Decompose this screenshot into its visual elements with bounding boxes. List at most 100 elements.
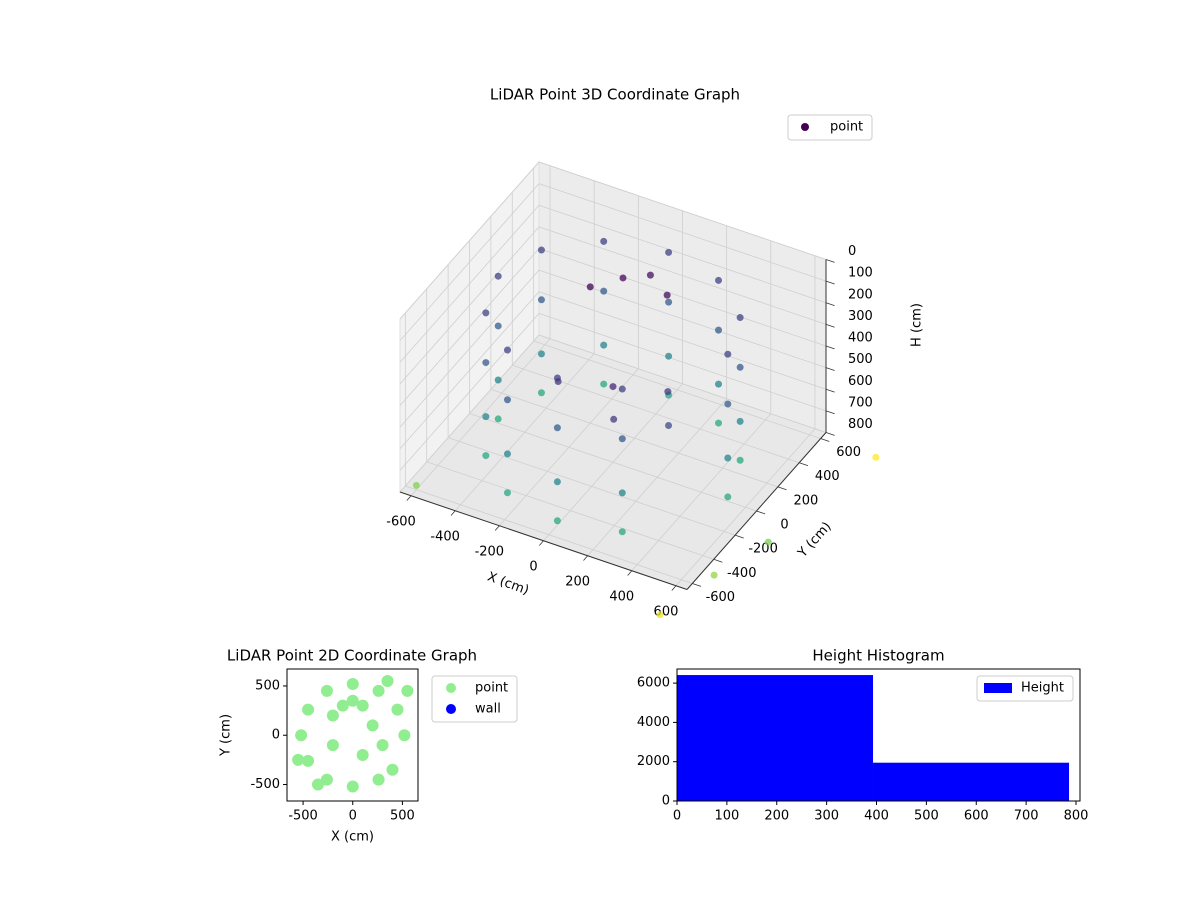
tick-mark — [756, 510, 766, 515]
legend-marker — [446, 704, 456, 714]
legend-label: wall — [475, 702, 501, 717]
point — [715, 380, 723, 388]
point — [302, 703, 315, 716]
chart-title: LiDAR Point 3D Coordinate Graph — [490, 86, 740, 104]
point — [412, 481, 420, 489]
tick-mark — [450, 510, 456, 516]
x-axis-label: X (cm) — [485, 570, 531, 599]
x-tick-label: -500 — [288, 809, 318, 824]
tick-mark — [671, 585, 677, 591]
tick-mark — [825, 259, 835, 263]
tick-mark — [713, 558, 723, 563]
y-axis-label: Y (cm) — [795, 519, 835, 561]
y-tick-label: 500 — [255, 678, 280, 693]
chart-title: Height Histogram — [812, 647, 944, 665]
point — [724, 400, 732, 408]
point — [336, 699, 349, 712]
point — [494, 272, 502, 280]
point — [736, 417, 744, 425]
point — [736, 314, 744, 322]
y-tick-label: 0 — [662, 794, 670, 809]
point — [346, 677, 359, 690]
grid-line — [399, 313, 540, 471]
legend-marker — [446, 683, 456, 693]
tick-mark — [825, 280, 835, 285]
point — [295, 729, 308, 742]
point — [376, 739, 389, 752]
point — [401, 684, 414, 697]
tick-mark — [692, 583, 702, 587]
z-axis-label: H (cm) — [910, 303, 925, 347]
point — [656, 611, 664, 619]
point — [665, 352, 673, 360]
x-tick-label: 0 — [529, 559, 537, 574]
y-tick-label: -500 — [250, 777, 280, 792]
point — [494, 322, 502, 330]
point — [503, 450, 511, 458]
point — [346, 694, 359, 707]
grid-line — [426, 461, 714, 560]
tick-mark — [494, 525, 500, 531]
point — [386, 763, 399, 776]
point — [372, 773, 385, 786]
y-tick-label: 0 — [272, 728, 280, 743]
point — [537, 296, 545, 304]
legend-label: point — [475, 681, 508, 696]
point — [356, 699, 369, 712]
point — [391, 703, 404, 716]
point — [537, 246, 545, 254]
chart-title: LiDAR Point 2D Coordinate Graph — [227, 647, 477, 665]
tick-mark — [627, 570, 633, 576]
grid-line — [399, 204, 540, 363]
y-tick-label: -200 — [748, 542, 778, 557]
point — [346, 780, 359, 793]
y-tick-label: -400 — [727, 566, 757, 581]
point — [320, 684, 333, 697]
z-tick-label: 0 — [848, 244, 856, 259]
z-tick-label: 400 — [848, 331, 873, 346]
grid-line — [533, 340, 821, 439]
grid-line — [399, 334, 540, 493]
z-tick-label: 200 — [848, 287, 873, 302]
point — [398, 729, 411, 742]
x-tick-label: 600 — [654, 604, 679, 619]
point — [554, 377, 562, 385]
z-tick-label: 800 — [848, 417, 873, 432]
x-tick-label: 500 — [914, 809, 939, 824]
legend-marker — [984, 683, 1012, 693]
legend-label: point — [830, 120, 863, 135]
x-tick-label: -400 — [430, 529, 460, 544]
z-tick-label: 500 — [848, 352, 873, 367]
grid-line — [490, 388, 779, 488]
axis-line — [686, 432, 827, 590]
legend-box — [976, 675, 1074, 702]
point — [736, 456, 744, 464]
point — [646, 271, 654, 279]
grid-line — [399, 248, 540, 406]
tick-mark — [820, 438, 830, 442]
point — [600, 380, 608, 388]
tick-mark — [825, 367, 835, 371]
point — [537, 389, 545, 397]
point — [553, 424, 561, 432]
grid-line — [399, 226, 540, 385]
tick-mark — [406, 495, 412, 501]
x-tick-label: 200 — [764, 809, 789, 824]
x-tick-label: 600 — [964, 809, 989, 824]
point — [366, 719, 379, 732]
point — [600, 287, 608, 295]
x-tick-label: 0 — [349, 809, 357, 824]
grid-line — [538, 183, 827, 282]
axis-line — [399, 491, 688, 590]
point — [618, 489, 626, 497]
point — [663, 291, 671, 299]
point — [610, 415, 618, 423]
point — [482, 413, 490, 421]
grid-line — [538, 204, 827, 304]
point — [356, 748, 369, 761]
z-tick-label: 300 — [848, 309, 873, 324]
tick-mark — [825, 345, 835, 350]
point — [302, 754, 315, 767]
point — [292, 753, 305, 766]
y-tick-label: 6000 — [637, 676, 670, 691]
